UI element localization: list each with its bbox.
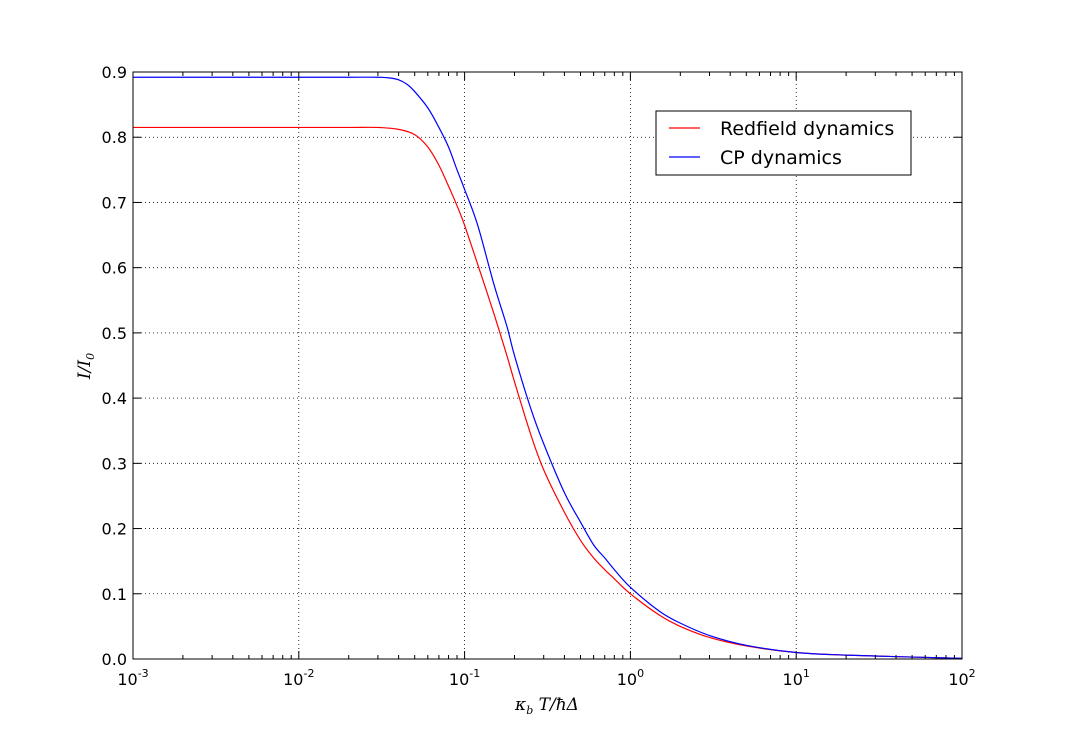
y-tick-label: 0.9 — [102, 63, 127, 82]
y-axis-label: I/I0 — [75, 353, 97, 380]
x-tick-label: 102 — [948, 667, 975, 689]
legend-label-cp: CP dynamics — [720, 147, 842, 169]
y-tick-labels: 0.0 0.1 0.2 0.3 0.4 0.5 0.6 0.7 0.8 0.9 — [102, 63, 127, 669]
x-tick-label: 101 — [783, 667, 810, 689]
y-tick-label: 0.2 — [102, 520, 127, 539]
x-tick-label: 100 — [617, 667, 644, 689]
y-tick-label: 0.1 — [102, 585, 127, 604]
legend: Redfield dynamics CP dynamics — [655, 110, 912, 176]
series-line — [133, 76, 963, 659]
x-tick-label: 10-2 — [283, 667, 314, 689]
y-tick-label: 0.4 — [102, 389, 127, 408]
axis-ticks — [132, 71, 963, 660]
y-tick-label: 0.5 — [102, 324, 127, 343]
y-tick-label: 0.6 — [102, 259, 127, 278]
series-line — [132, 126, 963, 659]
legend-box — [655, 110, 912, 176]
x-axis-label: κb T/ħΔ — [514, 695, 579, 717]
series-lines — [132, 76, 963, 659]
x-tick-label: 10-1 — [449, 667, 480, 689]
x-tick-label: 10-3 — [117, 667, 148, 689]
y-tick-label: 0.7 — [102, 193, 127, 212]
y-tick-label: 0.8 — [102, 128, 127, 147]
plot-frame — [132, 71, 963, 660]
x-tick-labels: 10-3 10-2 10-1 100 101 102 — [117, 667, 975, 689]
legend-label-redfield: Redfield dynamics — [720, 118, 894, 140]
y-tick-label: 0.0 — [102, 650, 127, 669]
y-tick-label: 0.3 — [102, 454, 127, 473]
